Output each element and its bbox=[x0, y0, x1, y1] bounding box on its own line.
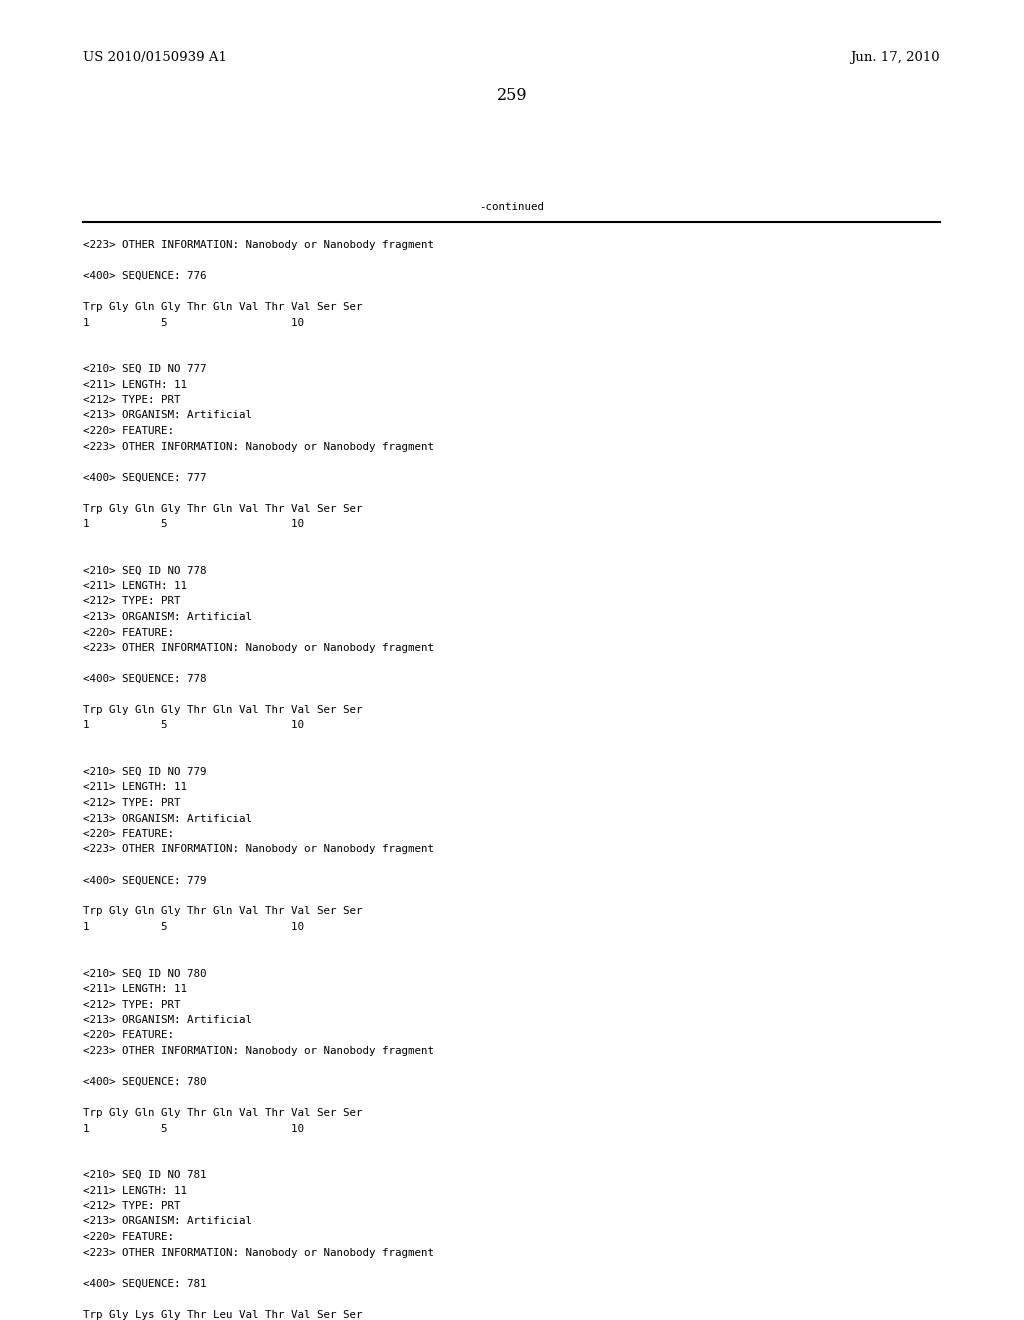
Text: <213> ORGANISM: Artificial: <213> ORGANISM: Artificial bbox=[83, 612, 252, 622]
Text: <212> TYPE: PRT: <212> TYPE: PRT bbox=[83, 999, 180, 1010]
Text: <223> OTHER INFORMATION: Nanobody or Nanobody fragment: <223> OTHER INFORMATION: Nanobody or Nan… bbox=[83, 240, 434, 249]
Text: Trp Gly Gln Gly Thr Gln Val Thr Val Ser Ser: Trp Gly Gln Gly Thr Gln Val Thr Val Ser … bbox=[83, 302, 362, 312]
Text: <211> LENGTH: 11: <211> LENGTH: 11 bbox=[83, 581, 187, 591]
Text: <210> SEQ ID NO 780: <210> SEQ ID NO 780 bbox=[83, 969, 207, 978]
Text: 1           5                   10: 1 5 10 bbox=[83, 721, 304, 730]
Text: US 2010/0150939 A1: US 2010/0150939 A1 bbox=[83, 51, 227, 65]
Text: <223> OTHER INFORMATION: Nanobody or Nanobody fragment: <223> OTHER INFORMATION: Nanobody or Nan… bbox=[83, 845, 434, 854]
Text: Trp Gly Gln Gly Thr Gln Val Thr Val Ser Ser: Trp Gly Gln Gly Thr Gln Val Thr Val Ser … bbox=[83, 705, 362, 715]
Text: 1           5                   10: 1 5 10 bbox=[83, 1123, 304, 1134]
Text: <211> LENGTH: 11: <211> LENGTH: 11 bbox=[83, 983, 187, 994]
Text: Trp Gly Gln Gly Thr Gln Val Thr Val Ser Ser: Trp Gly Gln Gly Thr Gln Val Thr Val Ser … bbox=[83, 503, 362, 513]
Text: Trp Gly Lys Gly Thr Leu Val Thr Val Ser Ser: Trp Gly Lys Gly Thr Leu Val Thr Val Ser … bbox=[83, 1309, 362, 1320]
Text: <223> OTHER INFORMATION: Nanobody or Nanobody fragment: <223> OTHER INFORMATION: Nanobody or Nan… bbox=[83, 441, 434, 451]
Text: <220> FEATURE:: <220> FEATURE: bbox=[83, 1031, 174, 1040]
Text: <211> LENGTH: 11: <211> LENGTH: 11 bbox=[83, 783, 187, 792]
Text: <220> FEATURE:: <220> FEATURE: bbox=[83, 829, 174, 840]
Text: Trp Gly Gln Gly Thr Gln Val Thr Val Ser Ser: Trp Gly Gln Gly Thr Gln Val Thr Val Ser … bbox=[83, 907, 362, 916]
Text: <223> OTHER INFORMATION: Nanobody or Nanobody fragment: <223> OTHER INFORMATION: Nanobody or Nan… bbox=[83, 1247, 434, 1258]
Text: <400> SEQUENCE: 778: <400> SEQUENCE: 778 bbox=[83, 675, 207, 684]
Text: <220> FEATURE:: <220> FEATURE: bbox=[83, 627, 174, 638]
Text: <220> FEATURE:: <220> FEATURE: bbox=[83, 426, 174, 436]
Text: <220> FEATURE:: <220> FEATURE: bbox=[83, 1232, 174, 1242]
Text: 259: 259 bbox=[497, 87, 527, 103]
Text: <212> TYPE: PRT: <212> TYPE: PRT bbox=[83, 799, 180, 808]
Text: <213> ORGANISM: Artificial: <213> ORGANISM: Artificial bbox=[83, 411, 252, 421]
Text: 1           5                   10: 1 5 10 bbox=[83, 519, 304, 529]
Text: <400> SEQUENCE: 781: <400> SEQUENCE: 781 bbox=[83, 1279, 207, 1288]
Text: <210> SEQ ID NO 781: <210> SEQ ID NO 781 bbox=[83, 1170, 207, 1180]
Text: <213> ORGANISM: Artificial: <213> ORGANISM: Artificial bbox=[83, 813, 252, 824]
Text: <223> OTHER INFORMATION: Nanobody or Nanobody fragment: <223> OTHER INFORMATION: Nanobody or Nan… bbox=[83, 1045, 434, 1056]
Text: <223> OTHER INFORMATION: Nanobody or Nanobody fragment: <223> OTHER INFORMATION: Nanobody or Nan… bbox=[83, 643, 434, 653]
Text: <212> TYPE: PRT: <212> TYPE: PRT bbox=[83, 395, 180, 405]
Text: Jun. 17, 2010: Jun. 17, 2010 bbox=[850, 51, 940, 65]
Text: <210> SEQ ID NO 779: <210> SEQ ID NO 779 bbox=[83, 767, 207, 777]
Text: <212> TYPE: PRT: <212> TYPE: PRT bbox=[83, 597, 180, 606]
Text: Trp Gly Gln Gly Thr Gln Val Thr Val Ser Ser: Trp Gly Gln Gly Thr Gln Val Thr Val Ser … bbox=[83, 1107, 362, 1118]
Text: 1           5                   10: 1 5 10 bbox=[83, 318, 304, 327]
Text: <213> ORGANISM: Artificial: <213> ORGANISM: Artificial bbox=[83, 1015, 252, 1026]
Text: -continued: -continued bbox=[479, 202, 545, 213]
Text: <211> LENGTH: 11: <211> LENGTH: 11 bbox=[83, 1185, 187, 1196]
Text: <400> SEQUENCE: 776: <400> SEQUENCE: 776 bbox=[83, 271, 207, 281]
Text: <400> SEQUENCE: 777: <400> SEQUENCE: 777 bbox=[83, 473, 207, 483]
Text: <400> SEQUENCE: 780: <400> SEQUENCE: 780 bbox=[83, 1077, 207, 1086]
Text: 1           5                   10: 1 5 10 bbox=[83, 921, 304, 932]
Text: <213> ORGANISM: Artificial: <213> ORGANISM: Artificial bbox=[83, 1217, 252, 1226]
Text: <210> SEQ ID NO 778: <210> SEQ ID NO 778 bbox=[83, 565, 207, 576]
Text: <400> SEQUENCE: 779: <400> SEQUENCE: 779 bbox=[83, 875, 207, 886]
Text: <210> SEQ ID NO 777: <210> SEQ ID NO 777 bbox=[83, 364, 207, 374]
Text: <212> TYPE: PRT: <212> TYPE: PRT bbox=[83, 1201, 180, 1210]
Text: <211> LENGTH: 11: <211> LENGTH: 11 bbox=[83, 380, 187, 389]
